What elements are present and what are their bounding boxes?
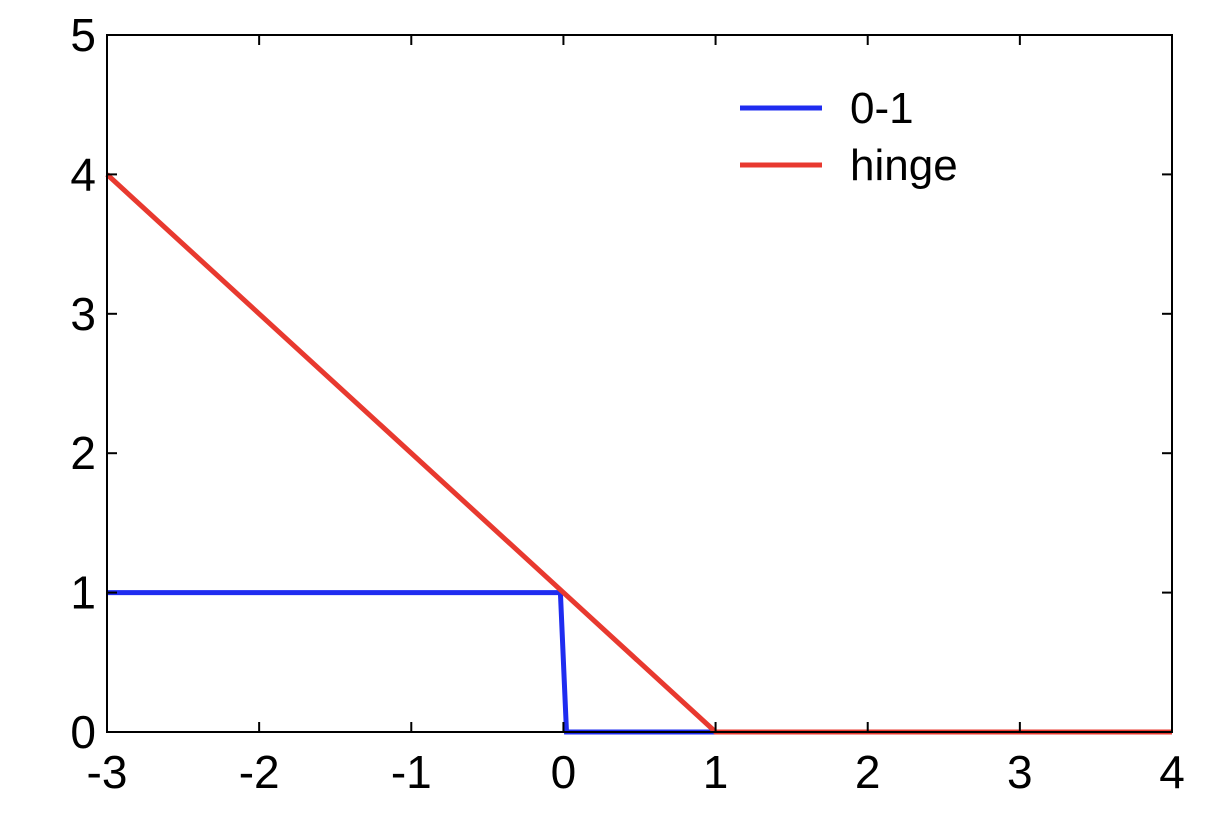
- ticks-layer: [106, 34, 1173, 733]
- y-tick-label-0: 0: [70, 706, 96, 758]
- x-tick-label-1: -2: [239, 746, 280, 798]
- x-tick-label-2: -1: [391, 746, 432, 798]
- plot-frame: [106, 34, 1173, 733]
- y-tick-label-2: 2: [70, 427, 96, 479]
- series-layer: [105, 172, 1172, 735]
- series-line-hinge: [105, 172, 1172, 735]
- legend: 0-1 hinge: [740, 84, 958, 190]
- x-tick-label-0: -3: [87, 746, 128, 798]
- y-tick-labels: 0 1 2 3 4 5: [70, 9, 96, 758]
- legend-label-0: 0-1: [850, 84, 914, 133]
- x-tick-labels: -3 -2 -1 0 1 2 3 4: [87, 746, 1185, 798]
- x-tick-label-4: 1: [703, 746, 729, 798]
- y-tick-label-4: 4: [70, 148, 96, 200]
- legend-label-1: hinge: [850, 141, 958, 190]
- x-tick-label-6: 3: [1007, 746, 1033, 798]
- y-tick-label-1: 1: [70, 567, 96, 619]
- x-tick-label-3: 0: [551, 746, 577, 798]
- x-tick-label-5: 2: [855, 746, 881, 798]
- y-tick-label-3: 3: [70, 288, 96, 340]
- y-tick-label-5: 5: [70, 9, 96, 61]
- series-line-0-1: [107, 590, 716, 735]
- x-tick-label-7: 4: [1159, 746, 1185, 798]
